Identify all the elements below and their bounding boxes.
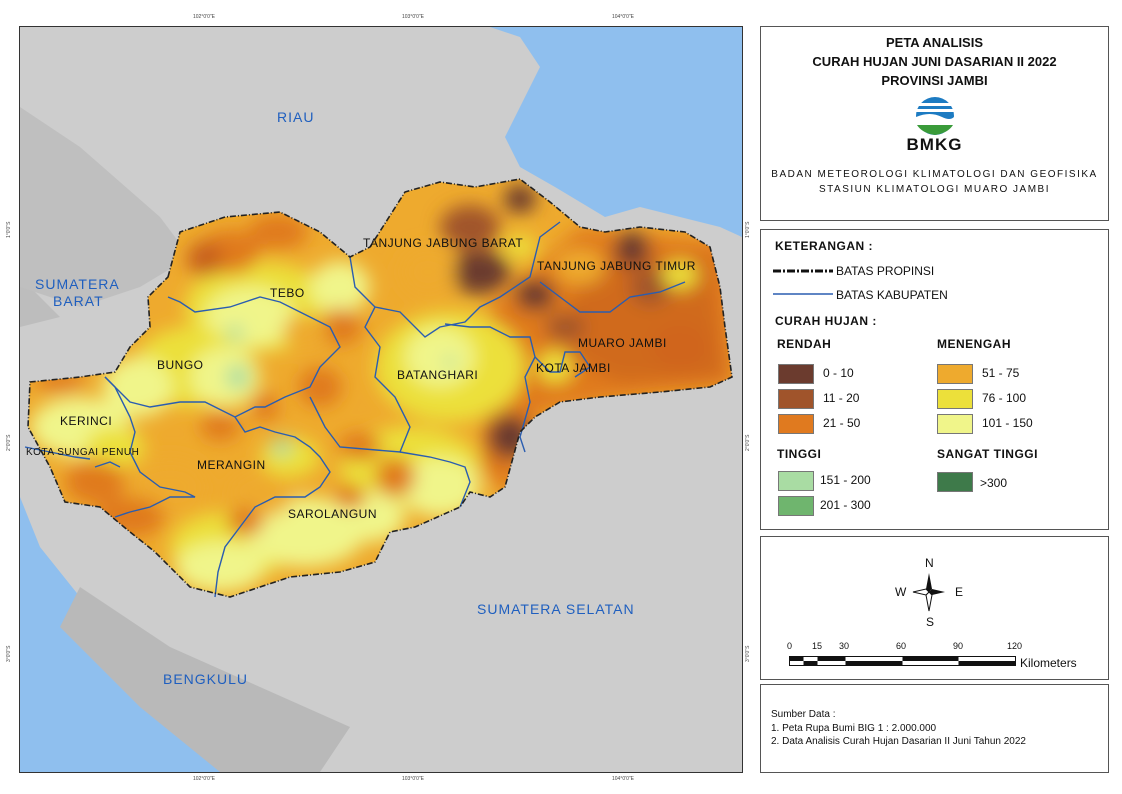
swatch-151-200 — [778, 471, 814, 491]
scale-90: 90 — [953, 641, 964, 651]
source-line-2: 2. Data Analisis Curah Hujan Dasarian II… — [771, 736, 1026, 747]
tick-top-104: 104°0'0"E — [612, 14, 634, 20]
class-76-100: 76 - 100 — [982, 391, 1027, 405]
scale-bar — [789, 656, 1016, 666]
label-tanjab-timur: TANJUNG JABUNG TIMUR — [537, 259, 696, 273]
swatch-51-75 — [937, 364, 973, 384]
swatch-11-20 — [778, 389, 814, 409]
logo-text: BMKG — [906, 135, 963, 154]
scale-60: 60 — [896, 641, 907, 651]
label-tebo: TEBO — [270, 286, 305, 300]
tick-right-3s: 3°0'0"S — [745, 645, 751, 662]
agency-line-2: STASIUN KLIMATOLOGI MUARO JAMBI — [819, 184, 1050, 195]
class-11-20: 11 - 20 — [823, 391, 860, 405]
swatch-0-10 — [778, 364, 814, 384]
kabupaten-boundaries — [24, 221, 686, 598]
label-kota-jambi: KOTA JAMBI — [536, 361, 611, 375]
class-300: >300 — [980, 476, 1008, 490]
bmkg-logo: BMKG — [900, 95, 970, 159]
source-heading: Sumber Data : — [771, 709, 836, 720]
title-panel: PETA ANALISIS CURAH HUJAN JUNI DASARIAN … — [760, 26, 1109, 221]
swatch-201-300 — [778, 496, 814, 516]
kabupaten-line-symbol — [773, 293, 833, 295]
legend-panel: KETERANGAN : BATAS PROPINSI BATAS KABUPA… — [760, 229, 1109, 530]
tick-left-1s: 1°0'0"S — [6, 221, 12, 238]
tick-top-102: 102°0'0"E — [193, 14, 215, 20]
label-sungai-penuh: KOTA SUNGAI PENUH — [26, 447, 140, 458]
class-0-10: 0 - 10 — [823, 366, 854, 380]
scale-unit: Kilometers — [1020, 656, 1077, 670]
legend-batas-propinsi: BATAS PROPINSI — [836, 264, 935, 278]
map-frame: RIAU SUMATERA BARAT SUMATERA SELATAN BEN… — [19, 26, 743, 773]
tick-right-2s: 2°0'0"S — [745, 434, 751, 451]
legend-rendah: RENDAH — [777, 337, 832, 351]
north-scale-panel: N S E W 0 15 30 60 90 120 Kilometers — [760, 536, 1109, 680]
title-line-3: PROVINSI JAMBI — [881, 73, 988, 88]
legend-sangat-tinggi: SANGAT TINGGI — [937, 447, 1038, 461]
class-51-75: 51 - 75 — [982, 366, 1020, 380]
north-w: W — [895, 585, 907, 599]
tick-top-103: 103°0'0"E — [402, 14, 424, 20]
north-arrow-icon — [912, 573, 945, 612]
class-151-200: 151 - 200 — [820, 473, 871, 487]
label-muaro-jambi: MUARO JAMBI — [578, 336, 667, 350]
label-kerinci: KERINCI — [60, 414, 113, 428]
legend-tinggi: TINGGI — [777, 447, 822, 461]
north-s: S — [926, 615, 935, 629]
legend-curah-hujan: CURAH HUJAN : — [775, 314, 877, 328]
tick-left-3s: 3°0'0"S — [6, 645, 12, 662]
label-merangin: MERANGIN — [197, 458, 266, 472]
terrain-shade-3 — [60, 587, 350, 772]
tick-left-2s: 2°0'0"S — [6, 434, 12, 451]
label-riau: RIAU — [277, 109, 315, 125]
scale-0: 0 — [787, 641, 793, 651]
north-n: N — [925, 556, 934, 570]
label-sumbar-2: BARAT — [53, 293, 104, 309]
legend-menengah: MENENGAH — [937, 337, 1012, 351]
label-sumsel: SUMATERA SELATAN — [477, 601, 635, 617]
label-bengkulu: BENGKULU — [163, 671, 249, 687]
bmkg-logo-icon — [913, 97, 956, 135]
title-line-1: PETA ANALISIS — [885, 35, 984, 50]
scale-120: 120 — [1007, 641, 1023, 651]
sea-west — [20, 497, 290, 772]
tick-right-1s: 1°0'0"S — [745, 221, 751, 238]
label-sarolangun: SAROLANGUN — [288, 507, 378, 521]
swatch-76-100 — [937, 389, 973, 409]
legend-heading: KETERANGAN : — [775, 239, 873, 253]
province-boundary — [27, 178, 733, 598]
swatch-101-150 — [937, 414, 973, 434]
source-line-1: 1. Peta Rupa Bumi BIG 1 : 2.000.000 — [771, 723, 937, 734]
label-bungo: BUNGO — [157, 358, 204, 372]
tick-bottom-102: 102°0'0"E — [193, 776, 215, 782]
terrain-shade-2 — [20, 107, 190, 307]
scale-30: 30 — [839, 641, 850, 651]
tick-bottom-103: 103°0'0"E — [402, 776, 424, 782]
scale-15: 15 — [812, 641, 823, 651]
legend-batas-kabupaten: BATAS KABUPATEN — [836, 288, 948, 302]
class-101-150: 101 - 150 — [982, 416, 1033, 430]
label-batanghari: BATANGHARI — [397, 368, 479, 382]
source-panel: Sumber Data : 1. Peta Rupa Bumi BIG 1 : … — [760, 684, 1109, 773]
rainfall-map — [20, 27, 742, 772]
sea-east — [490, 27, 742, 237]
tick-bottom-104: 104°0'0"E — [612, 776, 634, 782]
class-21-50: 21 - 50 — [823, 416, 861, 430]
swatch-21-50 — [778, 414, 814, 434]
agency-line-1: BADAN METEOROLOGI KLIMATOLOGI DAN GEOFIS… — [771, 169, 1098, 180]
province-line-symbol — [773, 269, 833, 273]
label-tanjab-barat: TANJUNG JABUNG BARAT — [363, 236, 524, 250]
north-e: E — [955, 585, 964, 599]
class-201-300: 201 - 300 — [820, 498, 871, 512]
rainfall-raster — [28, 179, 732, 597]
swatch-300 — [937, 472, 973, 492]
label-sumbar-1: SUMATERA — [35, 276, 120, 292]
title-line-2: CURAH HUJAN JUNI DASARIAN II 2022 — [812, 54, 1057, 69]
